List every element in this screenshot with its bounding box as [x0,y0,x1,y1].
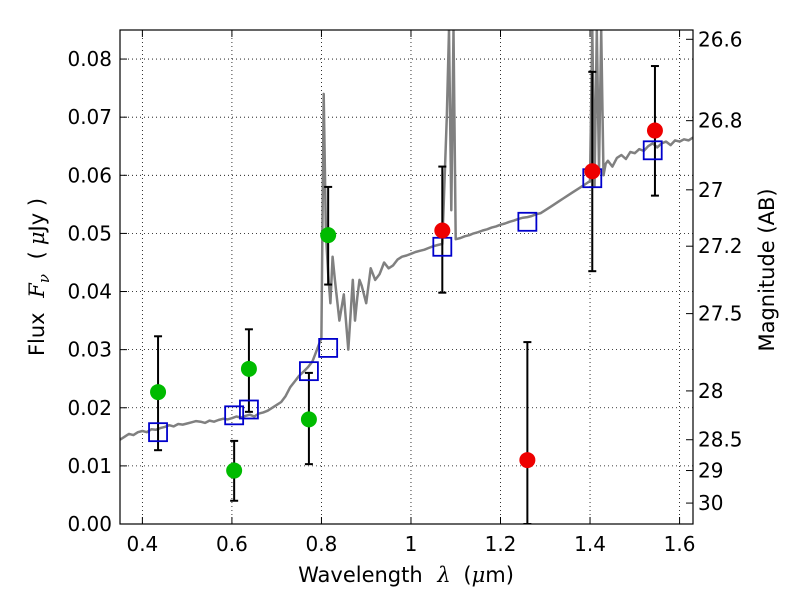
plot-background [120,30,693,524]
red-point [434,222,451,239]
plot-frame [119,29,694,525]
x-tick-label: 0.8 [306,532,338,556]
green-point [300,411,317,428]
y-tick-label: 0.07 [67,105,112,129]
model-square [517,211,538,232]
y-tick-label: 0.04 [67,280,112,304]
y-tick-label: 0.08 [67,47,112,71]
x-tick-label: 0.4 [126,532,158,556]
y-axis-title-unit-rest: Jy ) [25,198,49,234]
x-tick-label: 1 [405,532,418,556]
spectrum-layer [120,30,693,441]
model-square [642,140,663,161]
y-axis-title-text: Flux [25,312,49,356]
red-point [584,163,601,180]
axis-tick-labels: 0.4 0.6 0.8 1 1.2 1.4 1.6 0.00 0.01 0.02 0.03 0.04 0… [67,27,742,556]
y-tick-label: 0.02 [67,396,112,420]
model-square [299,361,319,382]
x-axis-title-unit-mu: μ [472,563,486,587]
y-tick-label: 0.03 [67,338,112,362]
x-tick-label: 1.2 [485,532,517,556]
y2-tick-label: 28.5 [698,428,743,452]
y2-tick-label: 28 [698,379,723,403]
model-layer [148,140,663,443]
model-square [318,338,339,358]
y2-tick-label: 27.2 [698,234,743,258]
y2-tick-label: 26.6 [698,27,743,51]
red-point [519,452,536,469]
x-axis-title-text: Wavelength [298,563,423,587]
axis-ticks [120,30,693,525]
x-axis-title-symbol: λ [436,563,450,587]
red-point [646,122,663,139]
green-point [240,360,257,377]
y-tick-label: 0.05 [67,221,112,245]
y2-axis-title: Magnitude (AB) [755,188,779,351]
y2-tick-label: 27.5 [698,302,743,326]
x-tick-label: 1.4 [574,532,606,556]
y-axis-title-unit-mu: μ [25,231,49,245]
points-layer [150,122,663,479]
y-tick-label: 0.01 [67,454,112,478]
x-tick-label: 0.6 [216,532,248,556]
y2-tick-label: 30 [698,491,723,515]
x-axis-title-unit-rest: m) [485,563,514,587]
model-square [239,399,259,420]
y-axis-title: Flux Fν ( μJy ) [25,198,54,356]
green-point [226,462,243,479]
green-point [320,227,337,244]
y-tick-label: 0.06 [67,163,112,187]
model-square [148,422,168,443]
y-axis-title-symbol: F [25,282,49,299]
y-tick-label: 0.00 [67,512,112,536]
y2-tick-label: 29 [698,459,723,483]
model-square [224,405,245,426]
x-tick-label: 1.6 [664,532,696,556]
spectrum-line [120,30,693,441]
green-point [150,384,167,401]
x-axis-title-unit-open: ( [463,563,471,587]
y2-tick-label: 27 [698,178,723,202]
y-axis-title-subscript: ν [35,274,53,283]
y-axis-title-unit-open: ( [25,251,49,259]
y2-tick-label: 26.8 [698,109,743,133]
x-axis-title: Wavelength λ (μm) [298,563,514,587]
